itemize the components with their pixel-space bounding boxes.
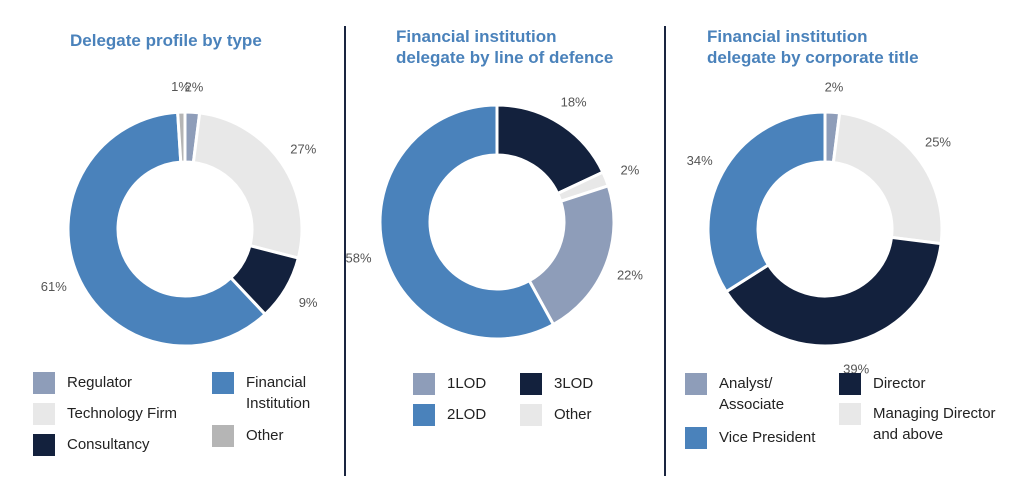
legend-item: 2LOD [413,404,486,426]
legend-label: Regulator [67,374,133,391]
legend-swatch [413,404,435,426]
legend-item: Director [839,373,926,395]
chart-title: Delegate profile by type [70,31,262,50]
legend-label: Financial Institution [246,374,311,412]
legend-item: 3LOD [520,373,593,395]
legend-label: Director [873,375,926,392]
data-label-financial-institution: 61% [41,279,67,294]
legend-label: Consultancy [67,436,150,453]
legend-label: Analyst/ Associate [719,375,785,413]
legend-item: Analyst/ Associate [685,373,784,415]
legend-swatch [33,372,55,394]
legend-item: Other [520,404,592,426]
slice-other [176,110,187,164]
legend-swatch [33,403,55,425]
data-label-other: 2% [621,162,640,177]
data-label-regulator: 2% [185,79,204,94]
slice-technology-firm [191,111,304,260]
legend-swatch [520,373,542,395]
slice-2lod [378,103,556,341]
data-label-2lod: 58% [345,251,371,266]
legend-swatch [839,373,861,395]
legend-swatch [685,373,707,395]
slice-financial-institution [66,110,268,348]
legend-item: Financial Institution [212,372,310,414]
donut-chart: 2% 25% 39% 34% [687,79,952,377]
data-label-consultancy: 9% [299,295,318,310]
chart-title: Financial institution delegate by line o… [396,27,614,67]
legend-swatch [33,434,55,456]
legend-swatch [520,404,542,426]
legend-swatch [685,427,707,449]
legend-label: Managing Director and above [873,405,996,443]
legend-swatch [212,372,234,394]
chart-panel-corporate-title: Financial institution delegate by corpor… [665,0,1023,498]
data-label-vice-president: 34% [687,153,713,168]
divider [344,26,346,476]
data-label-3lod: 18% [561,94,587,109]
legend-swatch [212,425,234,447]
data-label-managing-director-and-above: 25% [925,134,951,149]
legend-item: Other [212,425,284,447]
legend-swatch [413,373,435,395]
slice-vice-president [706,110,827,294]
data-label-1lod: 22% [617,268,643,283]
legend-label: 2LOD [447,406,487,423]
data-label-director: 39% [843,362,869,377]
data-label-analyst-associate: 2% [825,79,844,94]
legend-swatch [839,403,861,425]
legend-label: Technology Firm [67,405,178,422]
legend-label: 1LOD [447,375,487,392]
chart-panel-delegate-type: Delegate profile by type 2% 27% 9% 61% 1% Re… [0,0,345,498]
divider [664,26,666,476]
donut-chart: 18% 2% 22% 58% [345,94,643,341]
chart-panel-line-of-defence: Financial institution delegate by line o… [345,0,664,498]
legend-item: Regulator [33,372,132,394]
legend-label: Vice President [719,429,816,446]
data-label-other: 1% [171,79,190,94]
legend-item: Vice President [685,427,815,449]
legend-item: Technology Firm [33,403,177,425]
legend-label: Other [554,406,592,423]
legend-item: 1LOD [413,373,486,395]
data-label-technology-firm: 27% [290,142,316,157]
legend-item: Managing Director and above [839,403,996,445]
slice-managing-director-and-above [831,111,944,246]
legend-label: Other [246,427,284,444]
legend-label: 3LOD [554,375,594,392]
legend-item: Consultancy [33,434,150,456]
slice-director [724,235,943,348]
donut-chart: 2% 27% 9% 61% 1% [41,79,318,348]
chart-title: Financial institution delegate by corpor… [707,27,919,67]
